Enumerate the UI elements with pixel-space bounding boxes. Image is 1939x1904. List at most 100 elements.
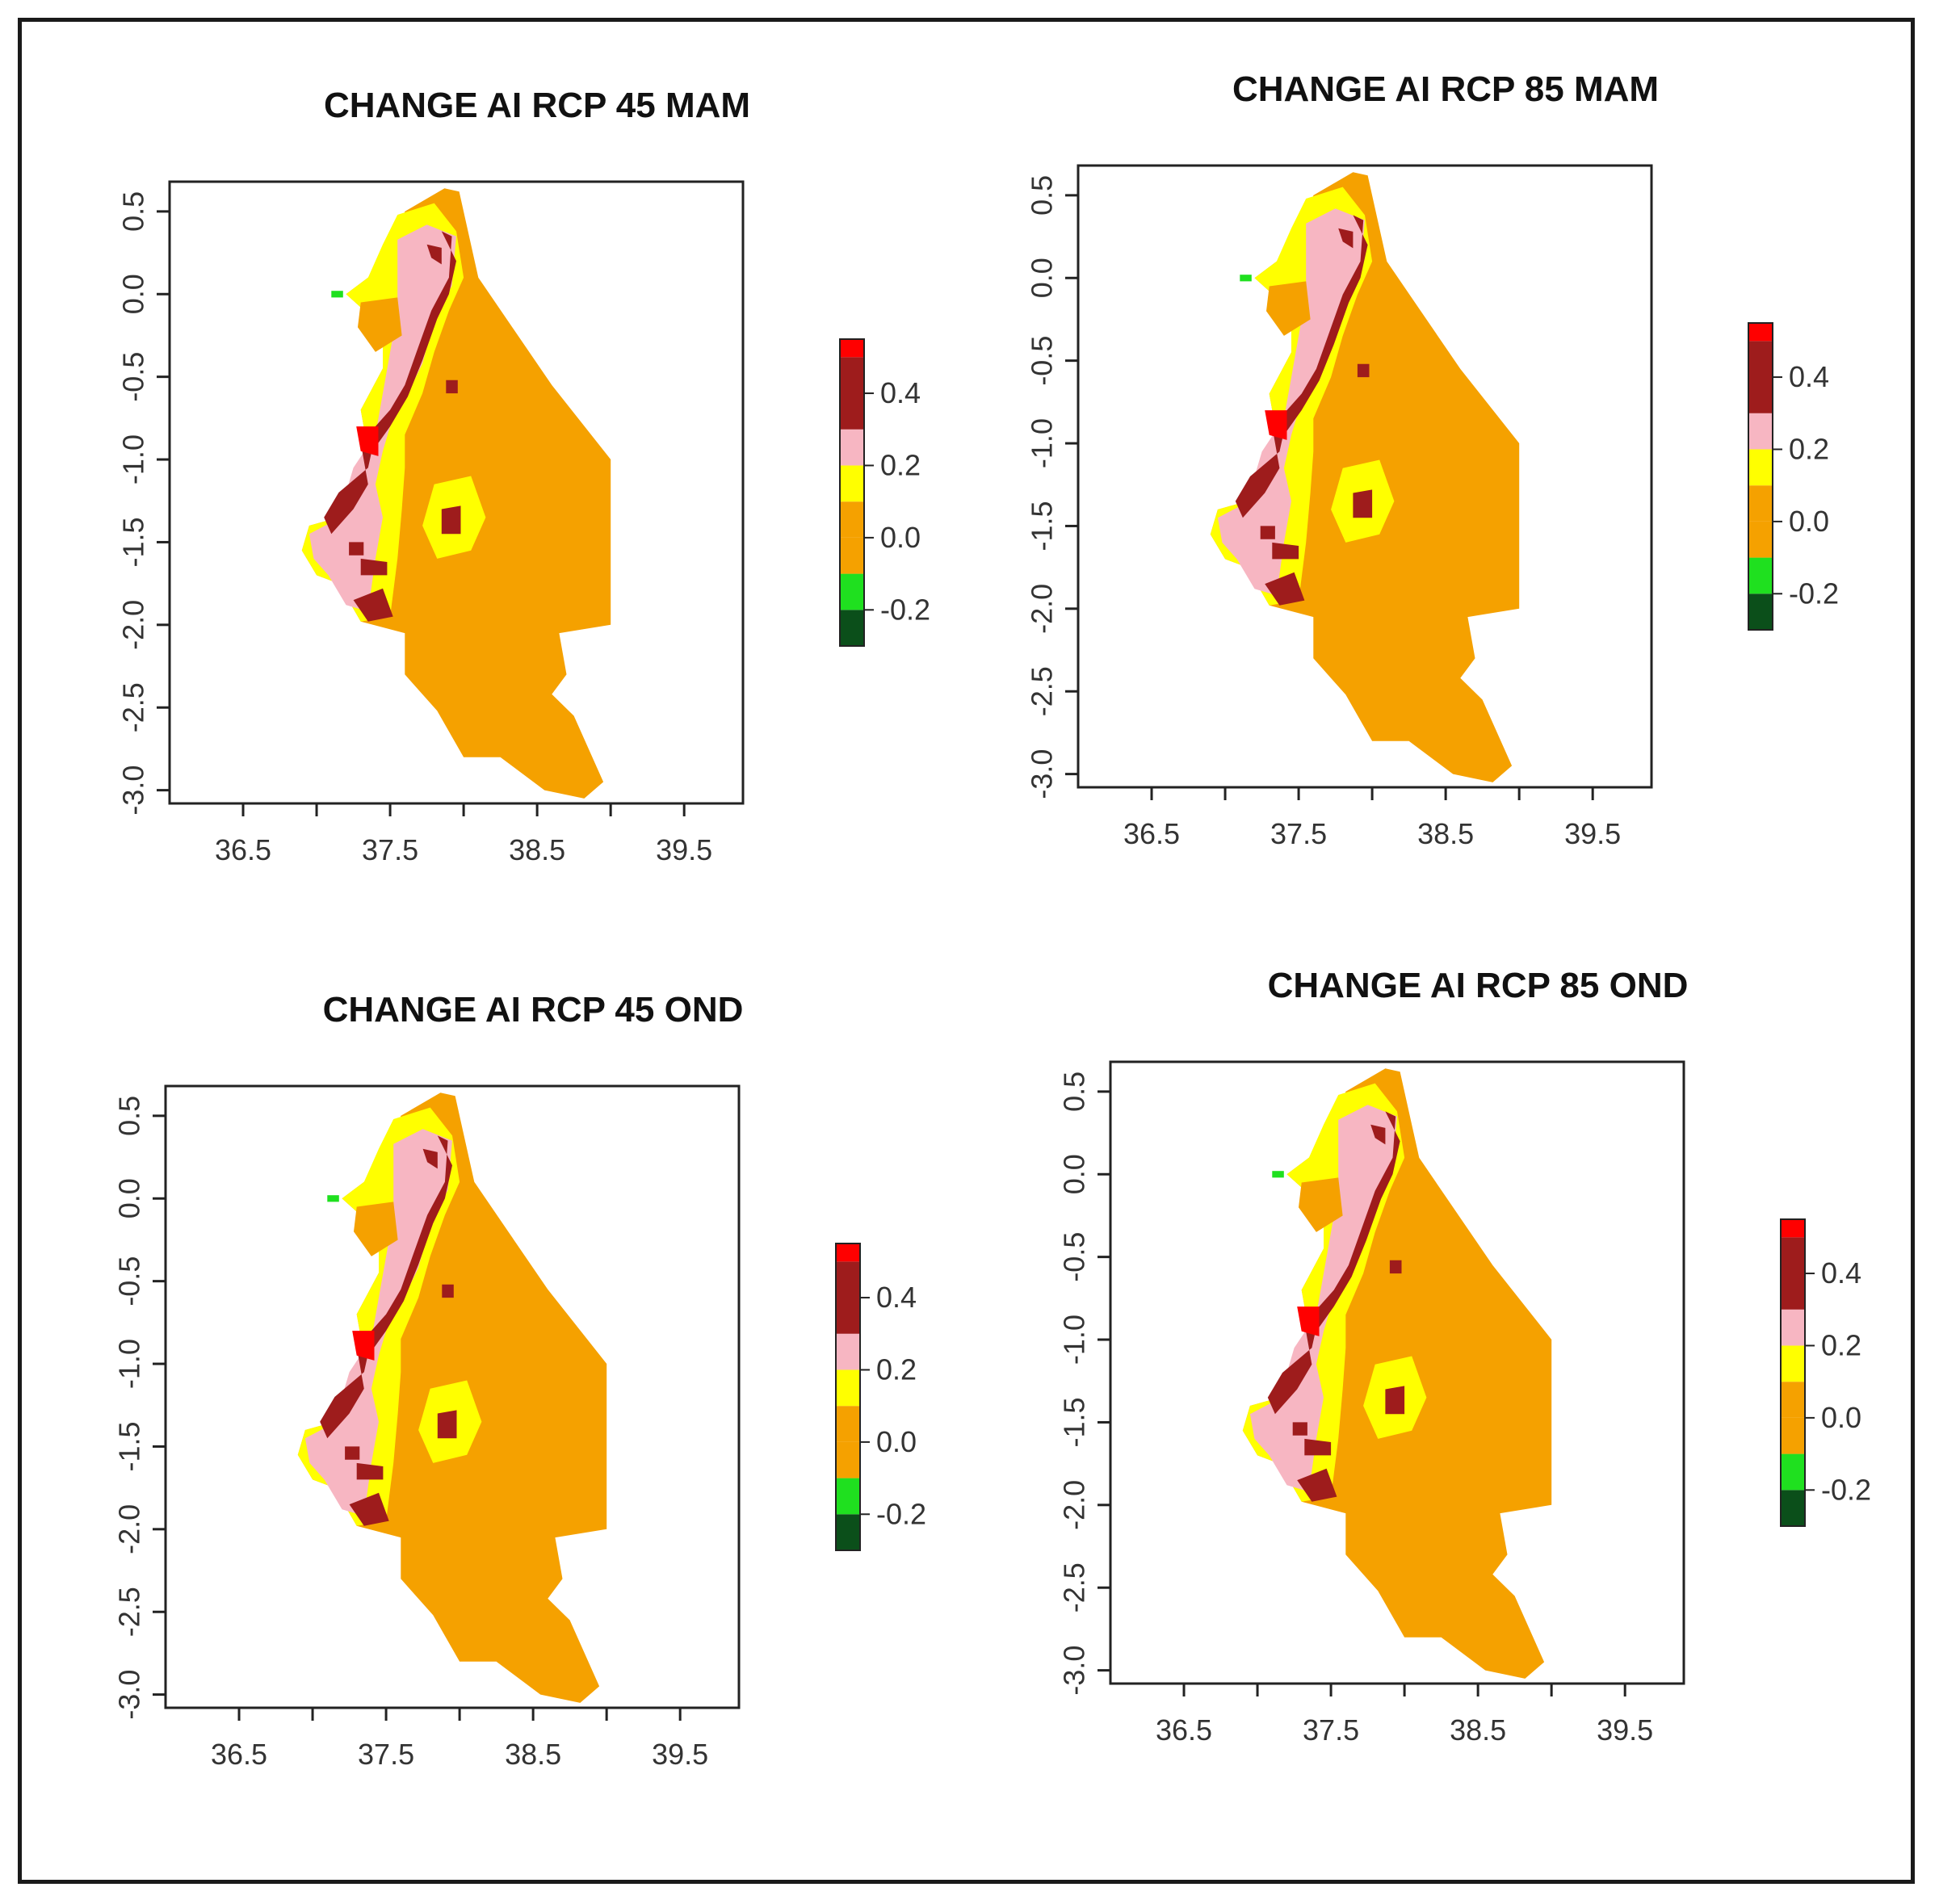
zone-green [1240, 275, 1252, 282]
y-tick-label: -3.0 [117, 765, 150, 816]
legend-swatch [1748, 323, 1773, 342]
plot-frame [1109, 1060, 1685, 1685]
y-tick-label: -1.5 [117, 517, 150, 567]
legend-frame [839, 338, 865, 647]
legend-label: -0.2 [876, 1497, 926, 1530]
map-panel-rcp45-ond: CHANGE AI RCP 45 OND 36.5 37.5 38.5 39.5 0.5… [77, 985, 1030, 1881]
zone-green [327, 1195, 339, 1202]
zone-dark-red [1279, 215, 1368, 435]
y-tick-label: -0.5 [1026, 336, 1059, 386]
zone-dark-red [1297, 1468, 1337, 1502]
y-tick-label: 0.5 [1058, 1072, 1091, 1112]
map-panel-rcp85-ond: CHANGE AI RCP 85 OND 36.5 37.5 38.5 39.5 0.5… [1022, 961, 1939, 1857]
zone-dark-red [1353, 489, 1373, 518]
y-tick-label: -3.0 [1058, 1646, 1091, 1696]
y-tick-label: -1.5 [1026, 501, 1059, 551]
y-tick-label: -2.5 [113, 1587, 146, 1637]
zone-green [331, 291, 343, 298]
zone-dark-red [356, 1462, 384, 1480]
zone-dark-red [360, 558, 388, 576]
legend-frame [1780, 1218, 1806, 1527]
legend-swatch [1781, 1490, 1805, 1526]
y-tick-label: -2.0 [113, 1504, 146, 1554]
y-tick-label: -1.0 [1026, 418, 1059, 468]
legend-label: 0.0 [880, 521, 921, 554]
y-tick-label: -0.5 [113, 1256, 146, 1306]
legend-swatch [836, 1261, 860, 1334]
legend-swatch [836, 1441, 860, 1478]
x-tick-label: 37.5 [1270, 817, 1327, 850]
legend-label: 0.2 [1821, 1328, 1861, 1361]
legend-swatch [1781, 1382, 1805, 1418]
legend-swatch [1748, 557, 1773, 594]
plot-frame [1077, 164, 1653, 789]
panel-title: CHANGE AI RCP 85 MAM [1232, 69, 1660, 109]
zone-dark-red [1338, 228, 1354, 249]
zone-dark-red [426, 244, 442, 265]
zone-dark-red [422, 1148, 438, 1169]
legend-swatch [836, 1333, 860, 1370]
zone-orange-inner [1299, 1177, 1343, 1232]
legend-swatch [840, 357, 864, 430]
x-tick-label: 36.5 [1123, 817, 1180, 850]
legend-swatch [836, 1478, 860, 1515]
x-tick-label: 39.5 [652, 1738, 708, 1771]
zone-dark-red [1235, 418, 1287, 518]
y-tick-label: -1.0 [1058, 1315, 1091, 1365]
legend-label: 0.2 [880, 448, 921, 481]
y-tick-label: 0.0 [113, 1178, 146, 1218]
legend-swatch [1748, 485, 1773, 522]
legend-label: 0.4 [880, 376, 921, 409]
legend-swatch [840, 537, 864, 574]
zone-dark-red [320, 1339, 371, 1439]
zone-dark-red [1267, 1315, 1320, 1415]
zone-dark-red [1292, 1422, 1307, 1436]
y-tick-label: -3.0 [113, 1670, 146, 1720]
x-tick-label: 39.5 [1597, 1713, 1653, 1747]
zone-dark-red [1370, 1124, 1386, 1145]
zone-orange-inner [354, 1202, 398, 1256]
legend-swatch [840, 339, 864, 358]
y-tick-label: -2.0 [1058, 1480, 1091, 1530]
legend-swatch [1748, 521, 1773, 558]
panel-title: CHANGE AI RCP 45 OND [322, 990, 744, 1030]
map-figure: 36.5 37.5 38.5 39.5 0.5 0.0 -0.5 -1.0 -1.5 -2.0 -2… [1026, 164, 1839, 850]
x-tick-label: 38.5 [1417, 817, 1474, 850]
legend-swatch [1781, 1237, 1805, 1310]
y-tick-label: -2.5 [1058, 1562, 1091, 1613]
x-tick-label: 38.5 [505, 1738, 561, 1771]
legend-swatch [836, 1406, 860, 1442]
legend-frame [835, 1243, 861, 1551]
zone-dark-red [1260, 526, 1275, 539]
y-tick-label: 0.5 [117, 191, 150, 232]
y-tick-label: 0.5 [113, 1096, 146, 1136]
legend-swatch [1748, 413, 1773, 450]
legend-swatch [840, 501, 864, 538]
zone-dark-red [1312, 1111, 1400, 1332]
legend-label: 0.4 [876, 1281, 917, 1314]
plot-frame [168, 180, 745, 805]
y-tick-label: -1.5 [1058, 1397, 1091, 1447]
zone-dark-red [1265, 572, 1305, 606]
map-figure: 36.5 37.5 38.5 39.5 0.5 0.0 -0.5 -1.0 -1.5 -2.0 -2… [117, 180, 930, 866]
legend-label: 0.4 [1821, 1256, 1861, 1290]
legend-frame [1748, 322, 1773, 631]
map-panel-rcp85-mam: CHANGE AI RCP 85 MAM 36.5 37.5 38.5 39.5 0.5… [989, 65, 1939, 961]
zone-red [356, 426, 379, 456]
legend-swatch [1781, 1219, 1805, 1238]
zone-dark-red [1357, 363, 1370, 378]
y-tick-label: -2.0 [1026, 584, 1059, 634]
y-tick-label: -2.5 [117, 682, 150, 732]
y-tick-label: 0.0 [1026, 258, 1059, 298]
zone-dark-red [324, 434, 376, 535]
legend-label: 0.0 [1821, 1401, 1861, 1434]
plot-frame [164, 1084, 741, 1709]
legend-label: 0.4 [1789, 360, 1829, 393]
legend-swatch [1781, 1345, 1805, 1382]
legend-label: -0.2 [1789, 577, 1839, 610]
y-tick-label: -3.0 [1026, 749, 1059, 799]
zone-dark-red [442, 1284, 454, 1298]
x-tick-label: 37.5 [358, 1738, 414, 1771]
legend-swatch [1781, 1417, 1805, 1454]
legend-label: 0.0 [1789, 505, 1829, 538]
